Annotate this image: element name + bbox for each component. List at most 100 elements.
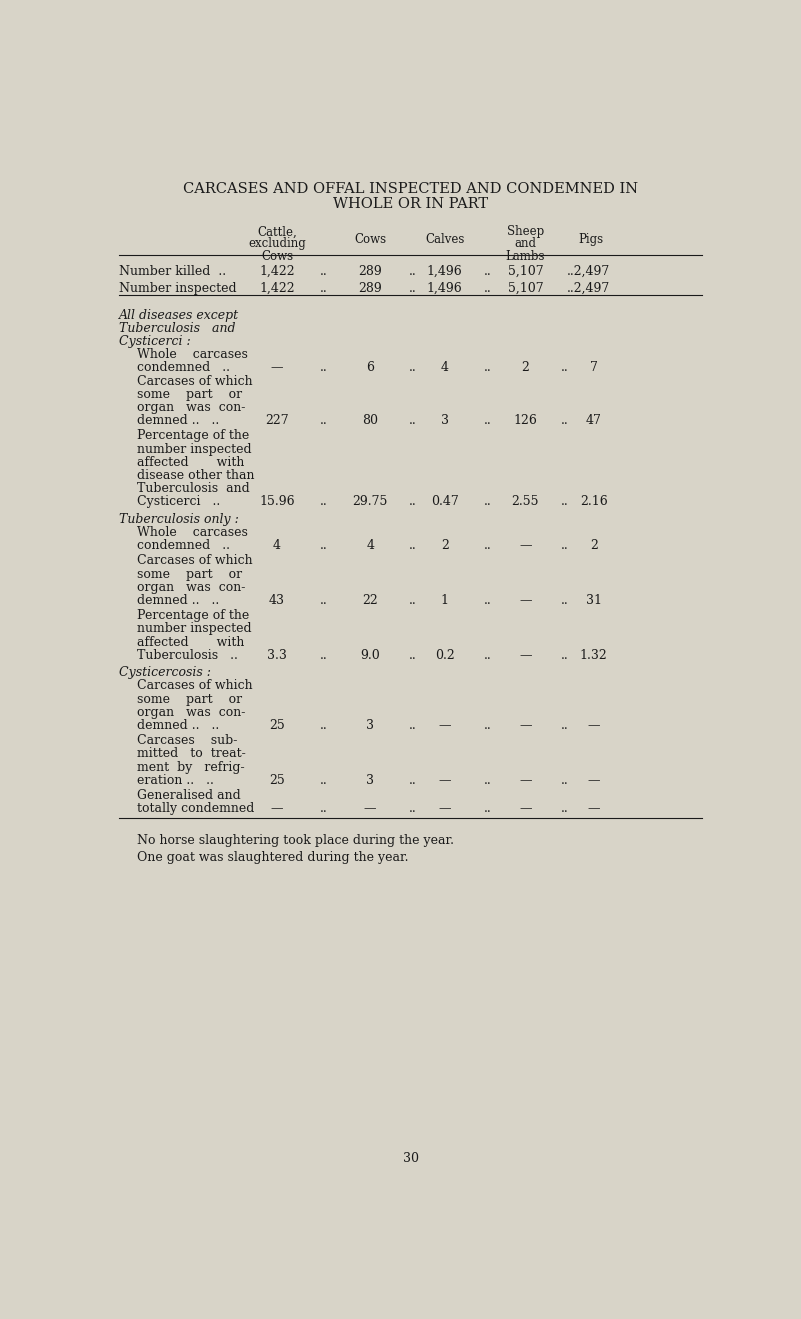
Text: —: — bbox=[519, 719, 532, 732]
Text: ..: .. bbox=[561, 649, 569, 662]
Text: 7: 7 bbox=[590, 361, 598, 375]
Text: 6: 6 bbox=[366, 361, 374, 375]
Text: —: — bbox=[438, 774, 451, 786]
Text: some    part    or: some part or bbox=[138, 388, 243, 401]
Text: 2: 2 bbox=[590, 539, 598, 553]
Text: Cysticercosis :: Cysticercosis : bbox=[119, 666, 211, 679]
Text: 80: 80 bbox=[362, 414, 378, 427]
Text: 3.3: 3.3 bbox=[267, 649, 287, 662]
Text: —: — bbox=[271, 802, 284, 815]
Text: —: — bbox=[438, 802, 451, 815]
Text: —: — bbox=[271, 361, 284, 375]
Text: ..: .. bbox=[320, 649, 328, 662]
Text: 3: 3 bbox=[441, 414, 449, 427]
Text: 3: 3 bbox=[366, 719, 374, 732]
Text: ..: .. bbox=[320, 774, 328, 786]
Text: ..: .. bbox=[485, 774, 492, 786]
Text: —: — bbox=[438, 719, 451, 732]
Text: ..: .. bbox=[485, 496, 492, 508]
Text: All diseases except: All diseases except bbox=[119, 309, 239, 322]
Text: Cows: Cows bbox=[354, 233, 386, 247]
Text: —: — bbox=[364, 802, 376, 815]
Text: mitted   to  treat-: mitted to treat- bbox=[138, 748, 246, 760]
Text: —: — bbox=[587, 719, 600, 732]
Text: Tuberculosis  and: Tuberculosis and bbox=[138, 483, 250, 495]
Text: 1.32: 1.32 bbox=[580, 649, 607, 662]
Text: Tuberculosis   and: Tuberculosis and bbox=[119, 322, 235, 335]
Text: 29.75: 29.75 bbox=[352, 496, 388, 508]
Text: CARCASES AND OFFAL INSPECTED AND CONDEMNED IN: CARCASES AND OFFAL INSPECTED AND CONDEMN… bbox=[183, 182, 638, 195]
Text: 2.16: 2.16 bbox=[580, 496, 607, 508]
Text: demned ..   ..: demned .. .. bbox=[138, 719, 219, 732]
Text: 9.0: 9.0 bbox=[360, 649, 380, 662]
Text: ..: .. bbox=[320, 539, 328, 553]
Text: 1,496: 1,496 bbox=[427, 265, 462, 278]
Text: some    part    or: some part or bbox=[138, 692, 243, 706]
Text: ..: .. bbox=[485, 282, 492, 295]
Text: 2.55: 2.55 bbox=[512, 496, 539, 508]
Text: Number inspected: Number inspected bbox=[119, 282, 236, 295]
Text: ..: .. bbox=[409, 774, 417, 786]
Text: ment  by   refrig-: ment by refrig- bbox=[138, 761, 245, 773]
Text: 30: 30 bbox=[403, 1151, 418, 1165]
Text: Percentage of the: Percentage of the bbox=[138, 609, 250, 623]
Text: demned ..   ..: demned .. .. bbox=[138, 594, 219, 607]
Text: ..: .. bbox=[409, 361, 417, 375]
Text: Cattle,: Cattle, bbox=[257, 226, 297, 239]
Text: Cysticerci   ..: Cysticerci .. bbox=[138, 496, 220, 508]
Text: ..: .. bbox=[320, 282, 328, 295]
Text: 2: 2 bbox=[441, 539, 449, 553]
Text: One goat was slaughtered during the year.: One goat was slaughtered during the year… bbox=[138, 851, 409, 864]
Text: ..: .. bbox=[409, 719, 417, 732]
Text: 1,496: 1,496 bbox=[427, 282, 462, 295]
Text: disease other than: disease other than bbox=[138, 470, 255, 481]
Text: 0.2: 0.2 bbox=[435, 649, 454, 662]
Text: ..: .. bbox=[485, 802, 492, 815]
Text: affected       with: affected with bbox=[138, 636, 245, 649]
Text: 5,107: 5,107 bbox=[508, 282, 543, 295]
Text: 1,422: 1,422 bbox=[260, 265, 295, 278]
Text: ..: .. bbox=[409, 496, 417, 508]
Text: 227: 227 bbox=[265, 414, 289, 427]
Text: number inspected: number inspected bbox=[138, 623, 252, 636]
Text: ..2,497: ..2,497 bbox=[567, 282, 610, 295]
Text: ..: .. bbox=[485, 361, 492, 375]
Text: Lambs: Lambs bbox=[505, 249, 545, 262]
Text: ..: .. bbox=[409, 265, 417, 278]
Text: ..: .. bbox=[409, 802, 417, 815]
Text: organ   was  con-: organ was con- bbox=[138, 706, 246, 719]
Text: ..: .. bbox=[320, 594, 328, 607]
Text: condemned   ..: condemned .. bbox=[138, 361, 231, 375]
Text: ..: .. bbox=[409, 282, 417, 295]
Text: Calves: Calves bbox=[425, 233, 465, 247]
Text: 289: 289 bbox=[358, 265, 382, 278]
Text: Carcases of which: Carcases of which bbox=[138, 554, 253, 567]
Text: ..: .. bbox=[561, 594, 569, 607]
Text: affected       with: affected with bbox=[138, 456, 245, 468]
Text: ..: .. bbox=[561, 361, 569, 375]
Text: ..: .. bbox=[485, 649, 492, 662]
Text: —: — bbox=[519, 802, 532, 815]
Text: ..: .. bbox=[561, 774, 569, 786]
Text: ..: .. bbox=[409, 649, 417, 662]
Text: ..: .. bbox=[409, 414, 417, 427]
Text: ..: .. bbox=[409, 539, 417, 553]
Text: 22: 22 bbox=[362, 594, 378, 607]
Text: Carcases of which: Carcases of which bbox=[138, 679, 253, 692]
Text: ..: .. bbox=[320, 361, 328, 375]
Text: Carcases of which: Carcases of which bbox=[138, 375, 253, 388]
Text: No horse slaughtering took place during the year.: No horse slaughtering took place during … bbox=[138, 834, 454, 847]
Text: 25: 25 bbox=[269, 774, 285, 786]
Text: —: — bbox=[519, 774, 532, 786]
Text: ..: .. bbox=[320, 265, 328, 278]
Text: excluding: excluding bbox=[248, 237, 306, 251]
Text: Cysticerci :: Cysticerci : bbox=[119, 335, 191, 348]
Text: ..: .. bbox=[485, 594, 492, 607]
Text: ..: .. bbox=[561, 539, 569, 553]
Text: number inspected: number inspected bbox=[138, 443, 252, 455]
Text: 5,107: 5,107 bbox=[508, 265, 543, 278]
Text: ..: .. bbox=[320, 719, 328, 732]
Text: ..: .. bbox=[485, 719, 492, 732]
Text: ..: .. bbox=[485, 539, 492, 553]
Text: 15.96: 15.96 bbox=[260, 496, 295, 508]
